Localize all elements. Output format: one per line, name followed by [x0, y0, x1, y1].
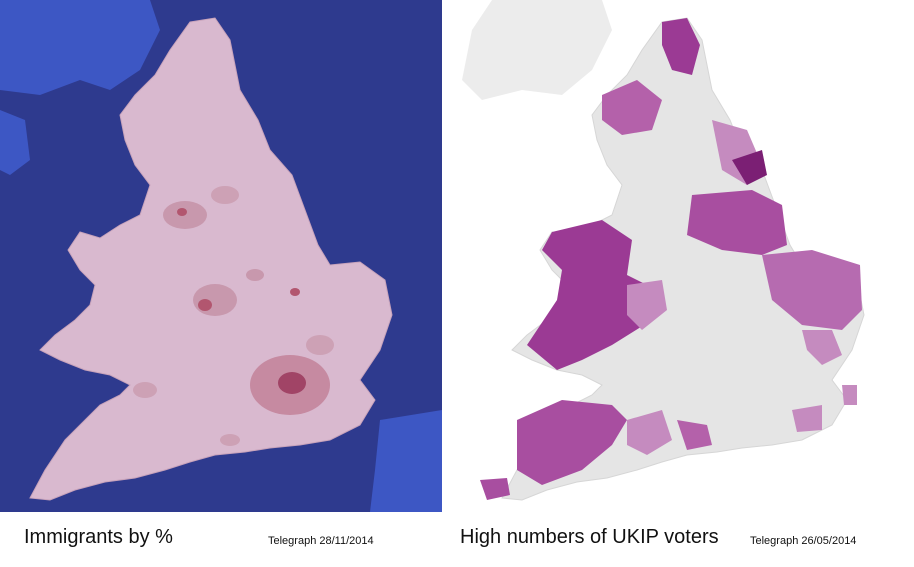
birmingham-region [193, 284, 237, 316]
dorset-highlight [627, 410, 672, 455]
scotland-landmass [462, 0, 612, 100]
hull-highlight [732, 150, 767, 185]
northeast-highlight [662, 18, 700, 75]
east-anglia-highlight [762, 250, 862, 330]
france-landmass [370, 410, 442, 512]
essex-highlight [802, 330, 842, 365]
peterborough-dot [290, 288, 300, 296]
south-coast-highlight [677, 420, 712, 450]
right-source: Telegraph 26/05/2014 [750, 535, 857, 547]
birmingham-core [198, 299, 212, 311]
immigrants-map-svg [0, 0, 442, 512]
welsh-border-highlight [627, 280, 667, 330]
southampton-region [220, 434, 240, 446]
kent-east-highlight [842, 385, 857, 405]
ireland-landmass [0, 110, 30, 175]
manchester-core [177, 208, 187, 216]
cornwall-tip-highlight [480, 478, 510, 500]
cumbria-highlight [602, 80, 662, 135]
wales-highlight [527, 220, 657, 370]
ukip-map [462, 0, 914, 512]
right-caption: High numbers of UKIP voters [460, 526, 719, 548]
southwest-highlight [517, 400, 627, 485]
left-source: Telegraph 28/11/2014 [268, 535, 374, 547]
leicester-region [246, 269, 264, 281]
scotland-landmass [0, 0, 160, 95]
left-caption: Immigrants by % [24, 526, 173, 548]
immigrants-map [0, 0, 442, 512]
bristol-region [133, 382, 157, 398]
leeds-region [211, 186, 239, 204]
cambridge-region [306, 335, 334, 355]
kent-highlight [792, 405, 822, 432]
london-core [278, 372, 306, 394]
lincolnshire-highlight [687, 190, 787, 255]
ukip-map-svg [462, 0, 914, 512]
